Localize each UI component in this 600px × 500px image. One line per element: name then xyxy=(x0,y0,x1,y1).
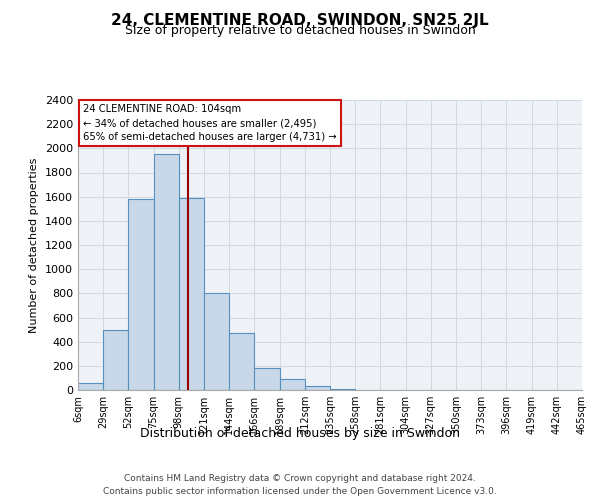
Y-axis label: Number of detached properties: Number of detached properties xyxy=(29,158,40,332)
Bar xyxy=(305,386,330,390)
Bar xyxy=(103,330,128,390)
Text: 24, CLEMENTINE ROAD, SWINDON, SN25 2JL: 24, CLEMENTINE ROAD, SWINDON, SN25 2JL xyxy=(111,12,489,28)
Text: Contains public sector information licensed under the Open Government Licence v3: Contains public sector information licen… xyxy=(103,488,497,496)
Bar xyxy=(128,199,154,390)
Bar xyxy=(204,294,229,390)
Text: Size of property relative to detached houses in Swindon: Size of property relative to detached ho… xyxy=(125,24,475,37)
Bar xyxy=(78,384,103,390)
Bar xyxy=(179,198,204,390)
Text: Distribution of detached houses by size in Swindon: Distribution of detached houses by size … xyxy=(140,428,460,440)
Bar xyxy=(154,154,179,390)
Bar xyxy=(229,333,254,390)
Bar xyxy=(280,379,305,390)
Bar xyxy=(254,368,280,390)
Text: Contains HM Land Registry data © Crown copyright and database right 2024.: Contains HM Land Registry data © Crown c… xyxy=(124,474,476,483)
Text: 24 CLEMENTINE ROAD: 104sqm
← 34% of detached houses are smaller (2,495)
65% of s: 24 CLEMENTINE ROAD: 104sqm ← 34% of deta… xyxy=(83,104,337,142)
